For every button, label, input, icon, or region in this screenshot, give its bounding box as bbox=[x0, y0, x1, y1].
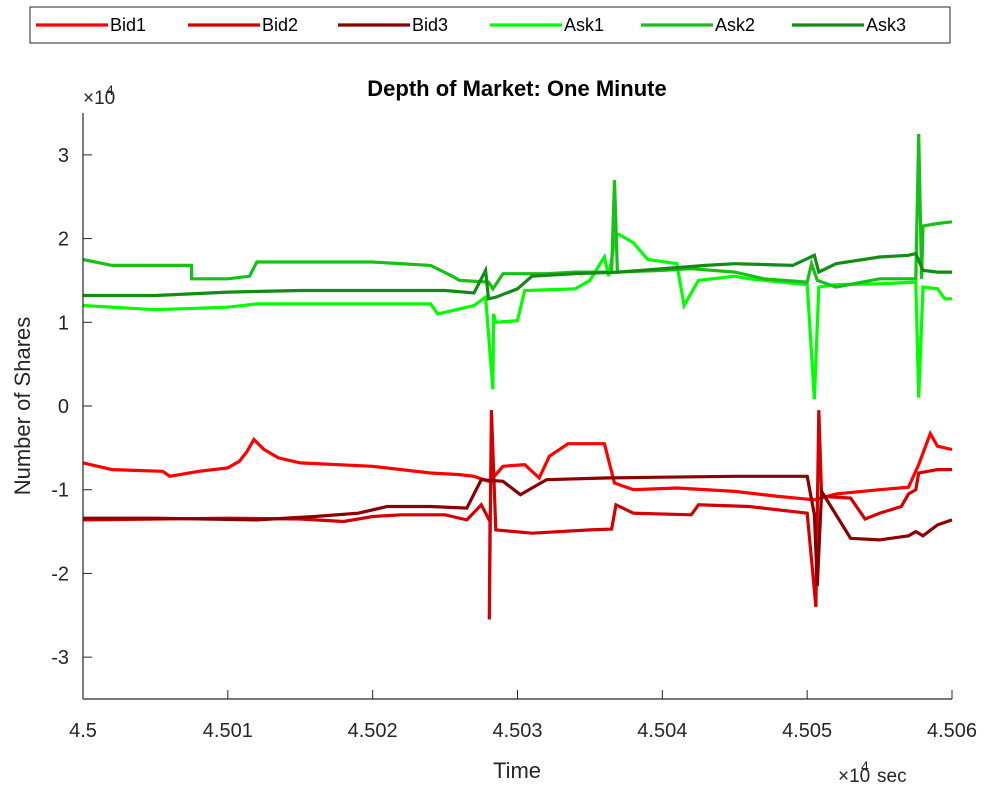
y-tick-label: 3 bbox=[58, 145, 69, 167]
legend-item-bid3: Bid3 bbox=[338, 15, 448, 35]
legend-item-bid2: Bid2 bbox=[188, 15, 298, 35]
x-exponent-power: 4 bbox=[861, 758, 869, 774]
legend-label: Bid1 bbox=[110, 15, 146, 35]
y-tick-label: 2 bbox=[58, 229, 69, 251]
series-line-ask2 bbox=[82, 133, 953, 292]
legend-label: Bid3 bbox=[412, 15, 448, 35]
x-exponent: ×10 4 sec bbox=[838, 758, 907, 787]
x-tick-label: 4.5 bbox=[69, 720, 97, 742]
x-tick-label: 4.506 bbox=[927, 720, 977, 742]
series-line-ask1 bbox=[82, 232, 952, 400]
legend-items: Bid1 Bid2 Bid3 Ask1 Ask2 Ask3 bbox=[36, 15, 906, 35]
y-tick-label: 0 bbox=[58, 396, 69, 418]
series-line-ask3 bbox=[83, 251, 952, 301]
x-tick-label: 4.504 bbox=[637, 720, 687, 742]
legend: Bid1 Bid2 Bid3 Ask1 Ask2 Ask3 bbox=[29, 6, 951, 44]
x-axis-label: Time bbox=[493, 758, 541, 783]
y-tick-label: -3 bbox=[51, 647, 69, 669]
legend-label: Bid2 bbox=[262, 15, 298, 35]
x-tick-label: 4.505 bbox=[782, 720, 832, 742]
series-line-bid3 bbox=[83, 474, 953, 587]
series-line-bid2 bbox=[82, 410, 952, 620]
x-tick-label: 4.502 bbox=[348, 720, 398, 742]
chart-title: Depth of Market: One Minute bbox=[367, 76, 666, 101]
legend-label: Ask1 bbox=[564, 15, 604, 35]
series-line-bid1 bbox=[82, 429, 953, 502]
legend-item-ask3: Ask3 bbox=[792, 15, 906, 35]
axes: 4.5 4.501 4.502 4.503 4.504 4.505 4.506 -3 -2 -1 0… bbox=[51, 113, 977, 742]
x-exponent-unit: sec bbox=[877, 766, 907, 787]
plot-lines bbox=[82, 133, 953, 620]
y-tick-label: 1 bbox=[58, 312, 69, 334]
y-tick-label: -1 bbox=[51, 480, 69, 502]
legend-item-ask1: Ask1 bbox=[490, 15, 604, 35]
legend-item-bid1: Bid1 bbox=[36, 15, 146, 35]
legend-label: Ask3 bbox=[866, 15, 906, 35]
y-exponent-base: ×10 bbox=[83, 88, 115, 109]
legend-label: Ask2 bbox=[715, 15, 755, 35]
x-tick-label: 4.503 bbox=[492, 720, 542, 742]
y-exponent: ×10 4 bbox=[83, 82, 115, 109]
x-tick-label: 4.501 bbox=[203, 720, 253, 742]
y-tick-label: -2 bbox=[51, 563, 69, 585]
y-exponent-power: 4 bbox=[106, 82, 114, 98]
x-exponent-base: ×10 bbox=[838, 766, 870, 787]
legend-item-ask2: Ask2 bbox=[641, 15, 755, 35]
y-axis-label: Number of Shares bbox=[10, 317, 35, 496]
